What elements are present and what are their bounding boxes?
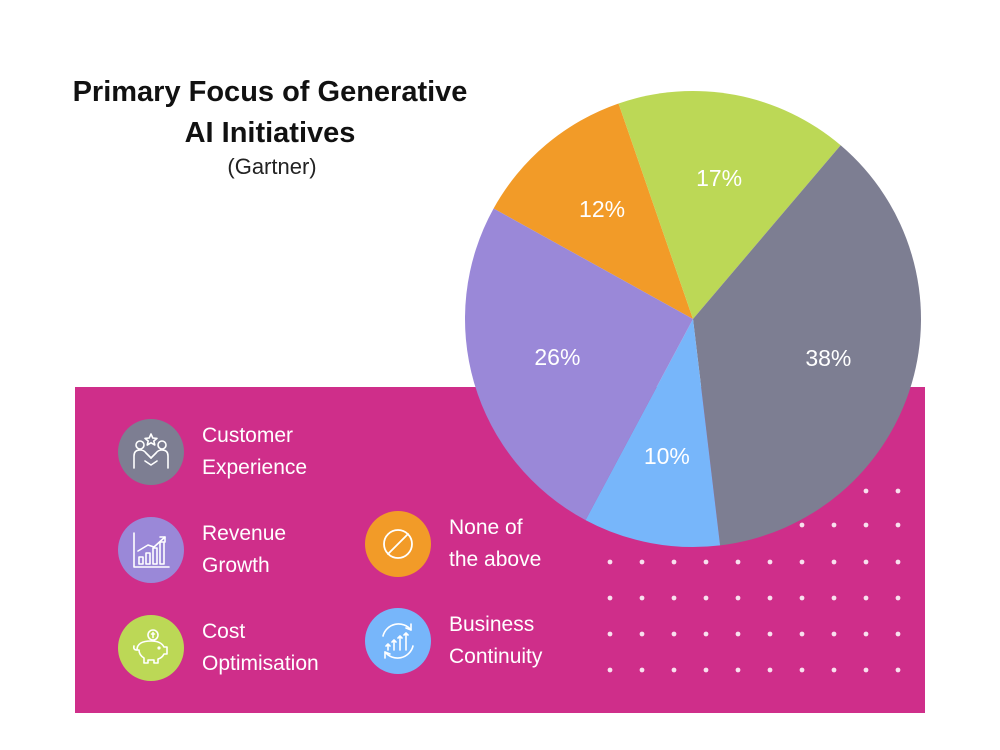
legend-label-line: Business <box>449 613 535 636</box>
legend-label-line: Growth <box>202 554 270 577</box>
legend-item-cost-optimisation: Cost Optimisation <box>118 615 319 681</box>
legend-label-line: None of <box>449 516 523 539</box>
chart-title-line-1: Primary Focus of Generative <box>72 76 468 108</box>
legend-item-customer-experience: Customer Experience <box>118 419 307 485</box>
pie-slice-label: 12% <box>579 196 625 222</box>
legend-label-line: Cost <box>202 620 246 643</box>
legend-label-line: Revenue <box>202 522 287 545</box>
handshake-star-icon <box>118 419 184 485</box>
legend-label-business-continuity: Business Continuity <box>449 609 542 673</box>
pie-slice-label: 17% <box>696 165 742 191</box>
legend-label-revenue-growth: Revenue Growth <box>202 518 286 582</box>
legend-item-none-of-the-above: None of the above <box>365 511 541 577</box>
legend-label-line: the above <box>449 548 542 571</box>
pie-slice-label: 26% <box>534 344 580 370</box>
legend-item-business-continuity: Business Continuity <box>365 608 542 674</box>
bar-growth-chart-icon <box>118 517 184 583</box>
legend-label-line: Experience <box>202 456 308 479</box>
cycle-arrows-icon <box>365 608 431 674</box>
pie-slice-revenue-growth <box>464 208 693 521</box>
pie-slice-business-continuity <box>585 319 721 547</box>
legend-label-line: Continuity <box>449 645 543 668</box>
pie-slice-none-of-the-above <box>493 103 693 319</box>
legend-label-none-of-the-above: None of the above <box>449 512 541 576</box>
chart-title-line-2: AI Initiatives <box>184 117 356 149</box>
pie-slice-cost-optimisation <box>618 91 841 319</box>
legend-label-customer-experience: Customer Experience <box>202 420 307 484</box>
chart-subtitle: (Gartner) <box>227 154 317 179</box>
pie-slice-label: 38% <box>805 345 851 371</box>
legend-label-line: Optimisation <box>202 652 319 675</box>
pie-slice-customer-experience <box>693 145 921 546</box>
prohibited-circle-icon <box>365 511 431 577</box>
chart-title: Primary Focus of Generative AI Initiativ… <box>30 72 510 154</box>
pie-slice-label: 10% <box>644 443 690 469</box>
piggy-bank-icon <box>118 615 184 681</box>
legend-label-line: Customer <box>202 424 294 447</box>
legend-label-cost-optimisation: Cost Optimisation <box>202 616 319 680</box>
legend-item-revenue-growth: Revenue Growth <box>118 517 286 583</box>
